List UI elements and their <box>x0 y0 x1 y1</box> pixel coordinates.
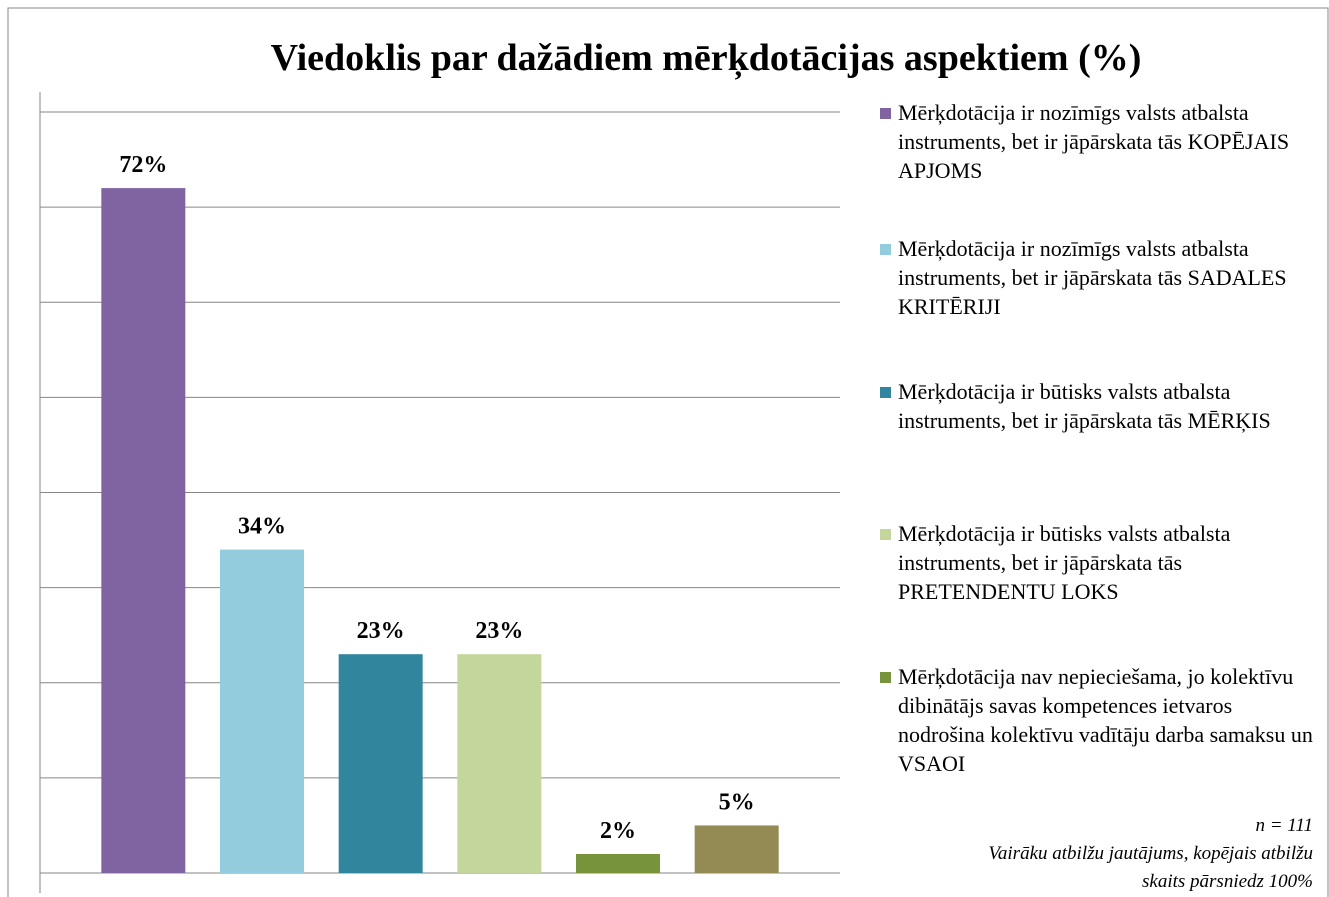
legend-swatch <box>880 529 891 540</box>
note: n = 111 <box>1255 815 1313 836</box>
legend-swatch <box>880 244 891 255</box>
bar <box>694 825 779 873</box>
legend-label: Mērķdotācija ir būtisks valsts atbalsta … <box>898 521 1231 604</box>
data-label: 34% <box>238 514 286 540</box>
data-label: 2% <box>600 818 636 844</box>
data-label: 72% <box>119 152 167 178</box>
legend-label: Mērķdotācija nav nepieciešama, jo kolekt… <box>898 664 1313 776</box>
legend-label: Mērķdotācija ir būtisks valsts atbalsta … <box>898 379 1271 433</box>
data-label: 5% <box>719 789 755 815</box>
legend-swatch <box>880 387 891 398</box>
bar <box>101 188 186 874</box>
legend-swatch <box>880 672 891 683</box>
bar <box>457 654 542 873</box>
bar <box>338 654 423 873</box>
data-label: 23% <box>475 618 523 644</box>
legend-swatch <box>880 108 891 119</box>
legend-label: Mērķdotācija ir nozīmīgs valsts atbalsta… <box>898 236 1287 319</box>
bar <box>576 853 660 873</box>
note: Vairāku atbilžu jautājums, kopējais atbi… <box>988 843 1313 892</box>
data-label: 23% <box>357 618 405 644</box>
frame <box>7 7 1329 897</box>
bar <box>220 549 304 873</box>
chart-title: Viedoklis par dažādiem mērķdotācijas asp… <box>271 37 1142 80</box>
legend-label: Mērķdotācija ir nozīmīgs valsts atbalsta… <box>898 100 1290 183</box>
